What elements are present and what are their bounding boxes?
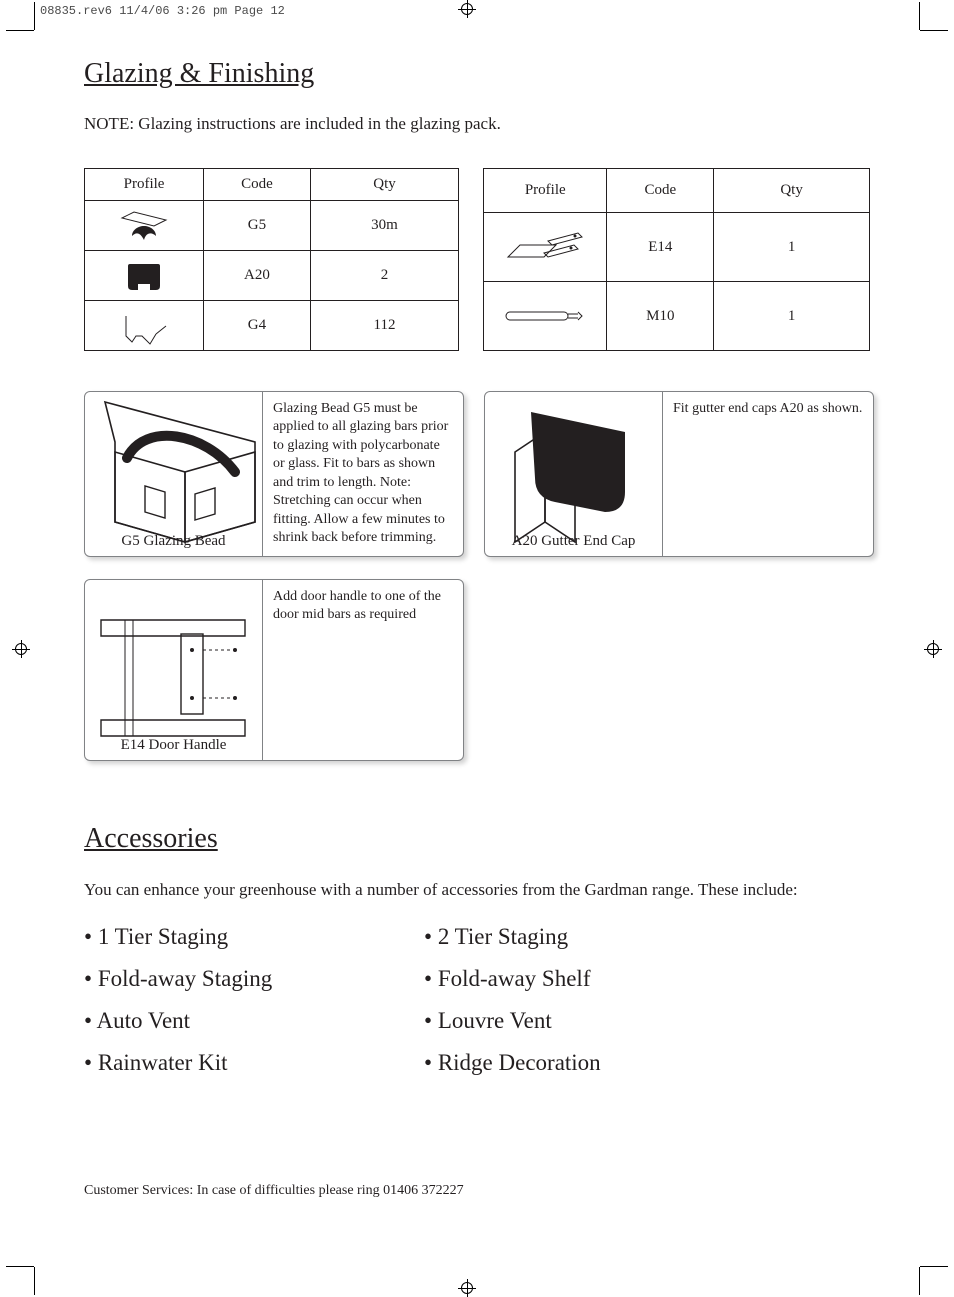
table-row: G4 112 (85, 301, 459, 351)
diagram-e14-image: E14 Door Handle (85, 580, 263, 760)
qty-cell: 1 (714, 282, 870, 351)
table-row: G5 30m (85, 201, 459, 251)
profile-cell (85, 251, 204, 301)
accessory-item: Auto Vent (84, 1008, 424, 1034)
footer-text: Customer Services: In case of difficulti… (84, 1183, 464, 1199)
diagram-a20: A20 Gutter End Cap Fit gutter end caps A… (484, 391, 874, 557)
accessory-item: Louvre Vent (424, 1008, 764, 1034)
th-profile: Profile (85, 169, 204, 201)
accessory-item: Fold-away Staging (84, 966, 424, 992)
glazing-note: NOTE: Glazing instructions are included … (84, 114, 870, 134)
diagram-e14-caption: E14 Door Handle (85, 737, 262, 754)
accessory-item: 1 Tier Staging (84, 924, 424, 950)
profile-m10-icon (502, 304, 588, 328)
diagram-g5-text: Glazing Bead G5 must be applied to all g… (263, 392, 463, 556)
qty-cell: 112 (310, 301, 458, 351)
profile-cell (484, 282, 607, 351)
heading-glazing: Glazing & Finishing (84, 58, 870, 90)
code-cell: A20 (204, 251, 311, 301)
code-cell: E14 (607, 213, 714, 282)
qty-cell: 30m (310, 201, 458, 251)
accessories-col-right: 2 Tier Staging Fold-away Shelf Louvre Ve… (424, 924, 764, 1092)
th-profile: Profile (484, 169, 607, 213)
table-row: M10 1 (484, 282, 870, 351)
accessories-intro: You can enhance your greenhouse with a n… (84, 879, 870, 902)
code-cell: G4 (204, 301, 311, 351)
accessory-item: 2 Tier Staging (424, 924, 764, 950)
th-qty: Qty (310, 169, 458, 201)
page-content: Glazing & Finishing NOTE: Glazing instru… (84, 58, 870, 1092)
table-header-row: Profile Code Qty (484, 169, 870, 213)
accessories-columns: 1 Tier Staging Fold-away Staging Auto Ve… (84, 924, 870, 1092)
qty-cell: 1 (714, 213, 870, 282)
accessory-item: Fold-away Shelf (424, 966, 764, 992)
table-header-row: Profile Code Qty (85, 169, 459, 201)
diagram-a20-image: A20 Gutter End Cap (485, 392, 663, 556)
qty-cell: 2 (310, 251, 458, 301)
accessory-item: Rainwater Kit (84, 1050, 424, 1076)
diagram-grid: G5 Glazing Bead Glazing Bead G5 must be … (84, 391, 870, 761)
parts-tables: Profile Code Qty G5 30m (84, 168, 870, 351)
code-cell: G5 (204, 201, 311, 251)
diagram-e14: E14 Door Handle Add door handle to one o… (84, 579, 464, 761)
profile-a20-icon (116, 258, 172, 294)
print-slug: 08835.rev6 11/4/06 3:26 pm Page 12 (40, 4, 285, 18)
profile-g4-icon (116, 306, 172, 346)
profile-cell (85, 201, 204, 251)
th-qty: Qty (714, 169, 870, 213)
profile-cell (85, 301, 204, 351)
profile-e14-icon (502, 227, 588, 267)
table-row: A20 2 (85, 251, 459, 301)
th-code: Code (204, 169, 311, 201)
diagram-g5-image: G5 Glazing Bead (85, 392, 263, 556)
code-cell: M10 (607, 282, 714, 351)
diagram-g5-caption: G5 Glazing Bead (85, 533, 262, 550)
table-row: E14 1 (484, 213, 870, 282)
th-code: Code (607, 169, 714, 213)
accessory-item: Ridge Decoration (424, 1050, 764, 1076)
accessories-col-left: 1 Tier Staging Fold-away Staging Auto Ve… (84, 924, 424, 1092)
diagram-a20-text: Fit gutter end caps A20 as shown. (663, 392, 873, 556)
parts-table-2: Profile Code Qty E14 1 (483, 168, 870, 351)
diagram-a20-caption: A20 Gutter End Cap (485, 533, 662, 550)
diagram-g5: G5 Glazing Bead Glazing Bead G5 must be … (84, 391, 464, 557)
profile-cell (484, 213, 607, 282)
diagram-e14-text: Add door handle to one of the door mid b… (263, 580, 463, 760)
parts-table-1: Profile Code Qty G5 30m (84, 168, 459, 351)
heading-accessories: Accessories (84, 823, 870, 855)
profile-g5-icon (116, 208, 172, 244)
